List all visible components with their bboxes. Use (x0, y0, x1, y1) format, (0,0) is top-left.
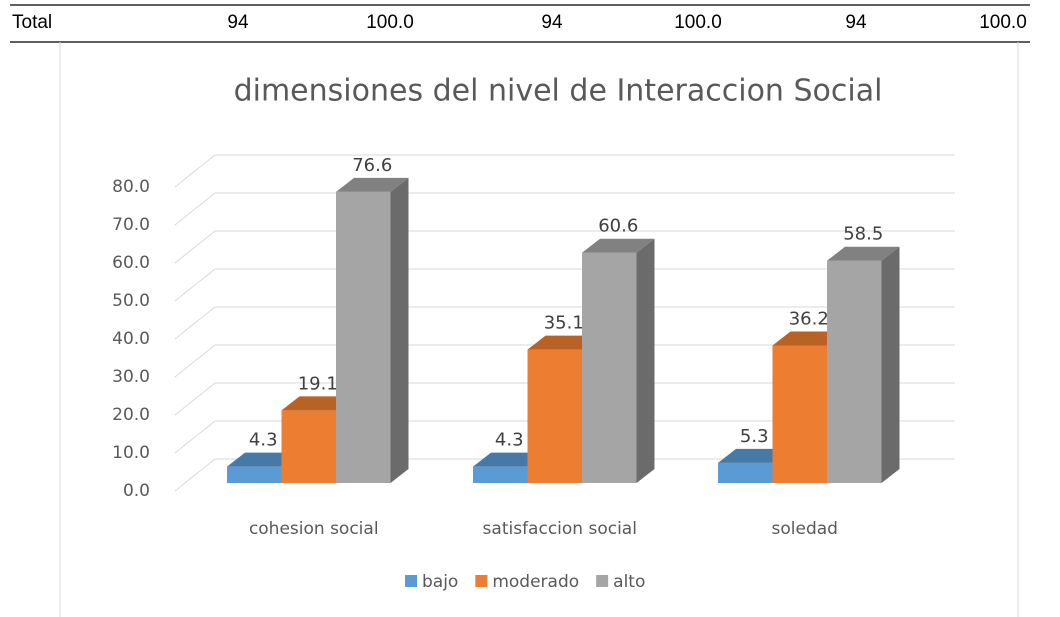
grid-line (174, 192, 955, 226)
table-cell: 100.0 (674, 12, 722, 33)
data-label: 4.3 (249, 430, 278, 451)
grid-line (174, 458, 955, 492)
legend-swatch (596, 575, 609, 587)
bar-top (772, 331, 845, 346)
y-tick-label: 20.0 (112, 405, 150, 425)
grid-line (174, 230, 955, 264)
bar-top (473, 452, 546, 467)
table-cell: 94 (541, 12, 563, 33)
legend-swatch (475, 575, 488, 587)
data-label: 36.2 (789, 308, 829, 329)
y-tick-label: 30.0 (112, 367, 150, 387)
bar-top (827, 246, 900, 261)
y-tick-label: 40.0 (112, 329, 150, 349)
x-tick-label: soledad (772, 519, 838, 539)
bar-front (473, 466, 528, 483)
data-label: 5.3 (740, 426, 769, 447)
legend-label: moderado (492, 572, 579, 592)
bar-top (281, 396, 354, 411)
bar-front (827, 260, 882, 483)
legend-swatch (405, 575, 417, 587)
grid-line (174, 344, 955, 378)
table-cell: 100.0 (979, 12, 1027, 33)
bar-front (227, 466, 282, 483)
legend-label: alto (613, 572, 645, 592)
y-tick-label: 70.0 (112, 215, 150, 235)
y-tick-label: 60.0 (112, 253, 150, 273)
legend-label: bajo (422, 572, 458, 592)
bar-top (227, 452, 300, 467)
chart-title: dimensiones del nivel de Interaccion Soc… (234, 74, 883, 109)
bar-top (718, 448, 791, 463)
bar-front (718, 462, 773, 483)
bar-front (281, 410, 336, 483)
grid-line (174, 268, 955, 302)
table-cell: 94 (227, 12, 249, 33)
grid-line (174, 420, 955, 454)
y-tick-label: 0.0 (123, 481, 150, 501)
bar-side (881, 246, 900, 483)
bar-top (582, 238, 655, 253)
x-tick-label: cohesion social (249, 519, 379, 539)
data-label: 19.1 (298, 373, 338, 394)
data-label: 4.3 (495, 430, 524, 451)
grid-line (174, 306, 955, 340)
table-cell: Total (12, 12, 52, 33)
bar (582, 238, 655, 483)
data-label: 58.5 (843, 224, 883, 245)
y-tick-label: 10.0 (112, 443, 150, 463)
bar (336, 177, 409, 484)
y-tick-label: 80.0 (112, 177, 150, 197)
bar-front (336, 191, 391, 484)
data-label: 35.1 (544, 313, 584, 334)
data-label: 76.6 (352, 155, 392, 176)
bar (827, 246, 900, 483)
bar-top (527, 335, 600, 350)
bar-front (582, 252, 637, 483)
table-cell: 94 (845, 12, 867, 33)
y-tick-label: 50.0 (112, 291, 150, 311)
table-cell: 100.0 (366, 12, 414, 33)
grid-line (174, 154, 955, 188)
bar-top (336, 177, 409, 192)
grid-line (174, 382, 955, 416)
x-tick-label: satisfaccion social (483, 519, 637, 539)
data-label: 60.6 (598, 216, 638, 237)
bar-front (772, 345, 827, 483)
bar-side (390, 177, 409, 484)
bar-front (527, 349, 582, 483)
bar-side (636, 238, 655, 483)
